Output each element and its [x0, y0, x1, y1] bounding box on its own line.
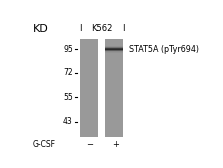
Bar: [80, 39, 98, 137]
Text: I: I: [123, 24, 125, 33]
Bar: [105, 52, 123, 53]
Bar: [105, 47, 123, 48]
Text: I: I: [79, 24, 81, 33]
Bar: [105, 51, 123, 52]
Bar: [105, 47, 123, 48]
Bar: [105, 48, 123, 49]
Bar: [105, 49, 123, 50]
Bar: [105, 51, 123, 52]
Bar: [105, 50, 123, 51]
Text: K562: K562: [91, 24, 113, 33]
Text: KD: KD: [33, 24, 49, 34]
Text: 55: 55: [63, 93, 73, 102]
Text: 43: 43: [63, 117, 73, 126]
Bar: [105, 39, 123, 137]
Text: STAT5A (pTyr694): STAT5A (pTyr694): [129, 45, 199, 54]
Text: −: −: [86, 140, 93, 149]
Bar: [105, 46, 123, 47]
Bar: [105, 50, 123, 51]
Text: 72: 72: [63, 68, 73, 77]
Bar: [105, 48, 123, 49]
Text: 95: 95: [63, 45, 73, 54]
Text: +: +: [112, 140, 119, 149]
Text: G-CSF: G-CSF: [33, 140, 56, 149]
